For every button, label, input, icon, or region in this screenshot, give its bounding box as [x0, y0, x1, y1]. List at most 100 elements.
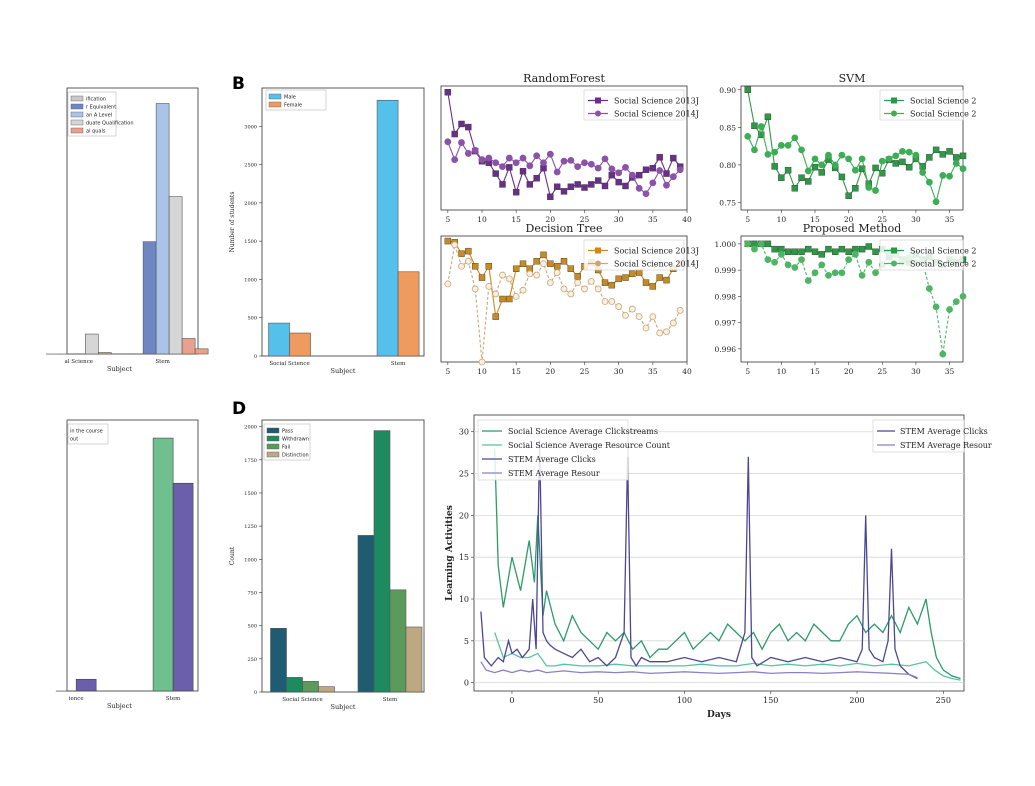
chart-e-ytick-label: 30 — [459, 428, 469, 437]
chart-rf-marker-0 — [588, 181, 595, 188]
chart-pm-marker-0 — [805, 245, 812, 253]
chart-dt-xtick-label: 5 — [445, 367, 450, 376]
chart-rf-marker-1 — [553, 168, 561, 176]
chart-d-legend-swatch-0 — [266, 427, 280, 434]
chart-b-legend-swatch-1 — [268, 101, 282, 108]
chart-pm-marker-0 — [825, 245, 832, 253]
chart-rf-marker-0 — [601, 182, 609, 190]
chart-c-legend-label-0: in the course — [70, 429, 103, 435]
chart-rf-legend-marker-1 — [595, 110, 601, 117]
chart-d-bar-1-2 — [389, 589, 407, 693]
chart-dt-marker-0 — [560, 258, 568, 265]
chart-dt-legend-marker-1 — [595, 260, 601, 267]
chart-e-ytick-label: 25 — [459, 470, 469, 479]
chart-dt-marker-0 — [519, 260, 527, 267]
chart-d-bar-1-0 — [357, 535, 375, 693]
chart-dt-marker-0 — [608, 281, 616, 289]
chart-e-legend2-label-1: STEM Average Resour — [900, 441, 992, 450]
chart-pm-marker-1 — [744, 240, 752, 248]
chart-rf-marker-0 — [492, 170, 499, 177]
chart-rf-marker-1 — [663, 181, 670, 189]
chart-dt-marker-0 — [567, 265, 575, 272]
chart-rf-marker-1 — [676, 166, 684, 174]
chart-pm-marker-1 — [791, 264, 799, 271]
chart-pm-legend-marker-0 — [891, 247, 897, 254]
chart-a-legend-swatch-2 — [70, 111, 84, 118]
chart-a-legend-swatch-0 — [70, 95, 84, 102]
chart-rf-marker-1 — [478, 156, 486, 164]
chart-dt-marker-0 — [512, 265, 520, 272]
chart-e-ytick-label: 15 — [459, 553, 469, 562]
chart-rf-title: RandomForest — [523, 72, 605, 85]
chart-pm-ytick-label: 0.996 — [715, 345, 737, 354]
chart-b-ytick-label: 500 — [247, 316, 257, 322]
chart-dt-marker-1 — [615, 303, 623, 310]
chart-a-legend-swatch-1 — [70, 103, 84, 110]
chart-dt-marker-1 — [526, 270, 534, 278]
chart-c-xtick-label-0: ience — [69, 696, 84, 702]
chart-dt-marker-1 — [628, 305, 636, 313]
chart-dt-marker-0 — [642, 279, 650, 286]
chart-svm-marker-0 — [778, 174, 785, 181]
chart-svm-marker-1 — [804, 167, 812, 175]
chart-c-plot-frame — [66, 419, 199, 692]
chart-svm-marker-0 — [838, 173, 846, 181]
chart-b-ytick-label: 3000 — [244, 124, 257, 130]
chart-dt-marker-0 — [471, 263, 479, 270]
chart-e-legend2-box — [872, 419, 965, 453]
chart-pm-marker-1 — [798, 256, 805, 264]
chart-svm-marker-1 — [952, 160, 960, 167]
chart-rf-marker-1 — [567, 156, 575, 164]
chart-dt-marker-0 — [629, 270, 636, 277]
chart-rf-marker-1 — [471, 146, 479, 154]
chart-dt-xtick-label: 20 — [546, 367, 556, 376]
chart-pm-ytick-label: 0.999 — [715, 266, 737, 275]
chart-svm-marker-1 — [831, 161, 839, 169]
chart-dt-marker-1 — [471, 285, 479, 293]
chart-rf-xtick-label: 10 — [477, 215, 487, 224]
chart-svm-marker-0 — [899, 158, 906, 166]
chart-dt-marker-0 — [444, 237, 452, 245]
chart-svm-ytick-label: 0.80 — [719, 161, 736, 170]
chart-a-legend-label-2: an A Level — [86, 113, 112, 119]
chart-e-xlabel: Days — [707, 710, 731, 720]
chart-a-legend-swatch-3 — [70, 119, 84, 126]
chart-rf-marker-1 — [608, 165, 616, 173]
chart-rf-marker-0 — [512, 188, 520, 196]
chart-pm-ytick-label: 0.997 — [715, 319, 737, 328]
chart-svm-marker-1 — [925, 178, 933, 186]
chart-svm-marker-0 — [744, 86, 751, 93]
chart-dt-marker-1 — [669, 319, 677, 327]
chart-c-bar-0-1 — [75, 678, 97, 692]
chart-d-legend-swatch-2 — [266, 443, 280, 450]
chart-d-ytick-label: 1000 — [244, 557, 257, 563]
chart-rf-marker-1 — [601, 155, 609, 163]
chart-pm-marker-0 — [845, 248, 852, 255]
chart-a-bar-1-3 — [168, 196, 183, 355]
chart-svm-marker-1 — [791, 134, 799, 142]
chart-pm-marker-0 — [831, 248, 839, 255]
chart-svm-xtick-label: 15 — [810, 215, 820, 224]
chart-c-legend-box — [67, 423, 109, 445]
chart-svm-marker-1 — [905, 148, 913, 156]
chart-svm-marker-1 — [858, 155, 866, 163]
chart-dt-xtick-label: 35 — [648, 367, 658, 376]
chart-dt-marker-0 — [601, 279, 609, 286]
chart-b-bar-0-0 — [268, 322, 290, 357]
chart-e-ytick-label: 10 — [459, 595, 469, 604]
chart-d-ytick-label: 1250 — [244, 524, 257, 530]
chart-rf-marker-0 — [465, 123, 472, 131]
chart-dt-xtick-label: 15 — [511, 367, 521, 376]
chart-svm-marker-1 — [777, 141, 785, 149]
chart-dt-marker-0 — [485, 263, 493, 270]
chart-svm-marker-0 — [764, 113, 772, 121]
chart-pm-marker-1 — [831, 269, 839, 277]
chart-pm-marker-0 — [858, 245, 866, 253]
panel-label-d: D — [232, 399, 246, 419]
chart-svm-marker-1 — [825, 151, 832, 159]
chart-rf-marker-0 — [560, 188, 568, 195]
chart-e-xtick-label: 200 — [849, 696, 864, 705]
chart-rf-marker-1 — [649, 179, 657, 187]
chart-d-bar-1-3 — [405, 626, 423, 693]
